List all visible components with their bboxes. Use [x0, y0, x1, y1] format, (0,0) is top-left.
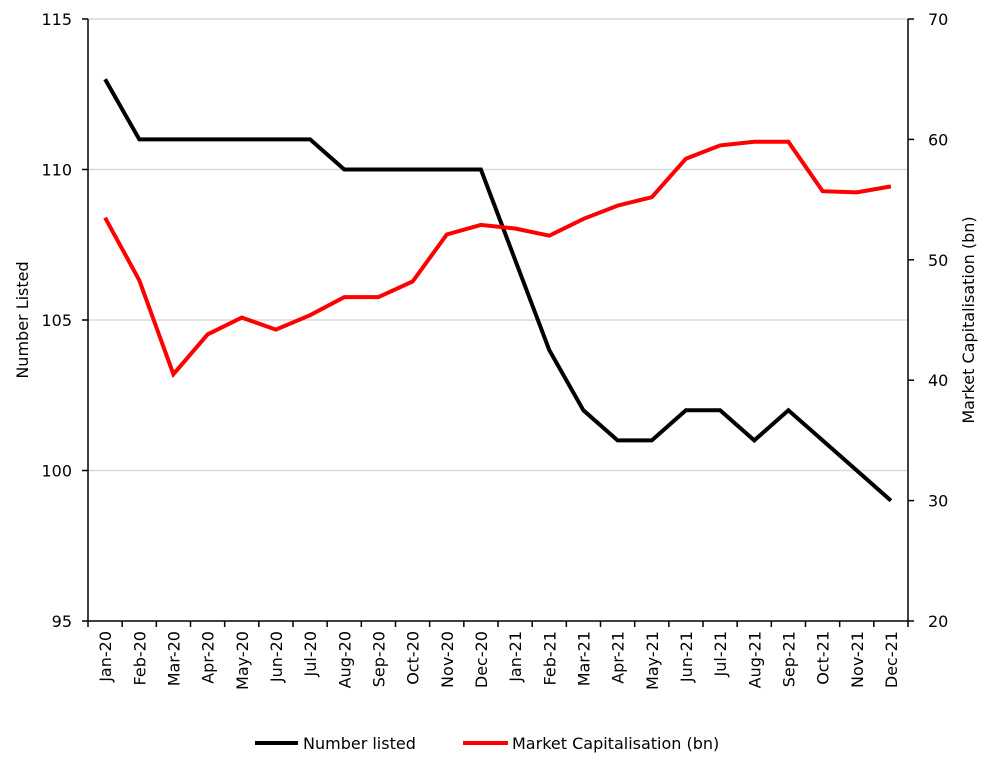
y-tick-label: 110 — [41, 161, 72, 180]
x-tick-label: Aug-21 — [745, 631, 764, 688]
y-tick-label: 105 — [41, 311, 72, 330]
x-tick-label: Oct-20 — [404, 631, 423, 685]
y-tick-label: 95 — [52, 612, 72, 631]
tick-labels: 95 100 105 110 115 20 30 40 50 60 70 Jan-20 Feb-20 Ma… — [41, 10, 948, 690]
x-tick-label: Sep-20 — [369, 631, 388, 687]
y2-tick-label: 40 — [928, 371, 948, 390]
x-tick-label: Feb-20 — [130, 631, 149, 685]
series-line-number-listed — [103, 78, 893, 503]
x-tick-label: Jul-21 — [711, 631, 730, 677]
legend-label-market-cap: Market Capitalisation (bn) — [512, 734, 719, 753]
y2-tick-label: 30 — [928, 492, 948, 511]
series-line-market-capitalisation-bn — [103, 139, 892, 379]
x-tick-label: Sep-21 — [779, 631, 798, 687]
y-tick-label: 115 — [41, 10, 72, 29]
y2-tick-label: 60 — [928, 130, 948, 149]
y-axis-title: Number Listed — [13, 261, 32, 378]
legend-label-number-listed: Number listed — [303, 734, 416, 753]
axes — [82, 18, 914, 627]
x-tick-label: Jun-20 — [267, 631, 286, 683]
x-tick-label: Jun-21 — [677, 631, 696, 683]
x-tick-label: May-20 — [233, 631, 252, 690]
y-tick-label: 100 — [41, 462, 72, 481]
x-tick-label: Jan-21 — [506, 631, 525, 683]
x-tick-label: Mar-20 — [164, 631, 183, 686]
x-tick-label: Jul-20 — [301, 631, 320, 677]
y2-tick-label: 70 — [928, 10, 948, 29]
x-tick-label: Dec-20 — [472, 631, 491, 688]
series-lines — [103, 78, 893, 503]
y2-tick-label: 20 — [928, 612, 948, 631]
y2-tick-label: 50 — [928, 251, 948, 270]
x-tick-label: Aug-20 — [335, 631, 354, 688]
x-tick-label: Dec-21 — [882, 631, 901, 688]
x-tick-label: Jan-20 — [96, 631, 115, 683]
legend: Number listed Market Capitalisation (bn) — [255, 734, 719, 753]
x-tick-label: Nov-20 — [438, 631, 457, 688]
x-tick-label: May-21 — [643, 631, 662, 690]
x-tick-label: Apr-20 — [199, 631, 218, 684]
y2-axis-title: Market Capitalisation (bn) — [959, 216, 978, 423]
x-tick-label: Mar-21 — [574, 631, 593, 686]
x-tick-label: Oct-21 — [814, 631, 833, 685]
x-tick-label: Nov-21 — [848, 631, 867, 688]
x-tick-label: Feb-21 — [540, 631, 559, 685]
gridlines — [88, 18, 908, 472]
x-tick-label: Apr-21 — [609, 631, 628, 684]
